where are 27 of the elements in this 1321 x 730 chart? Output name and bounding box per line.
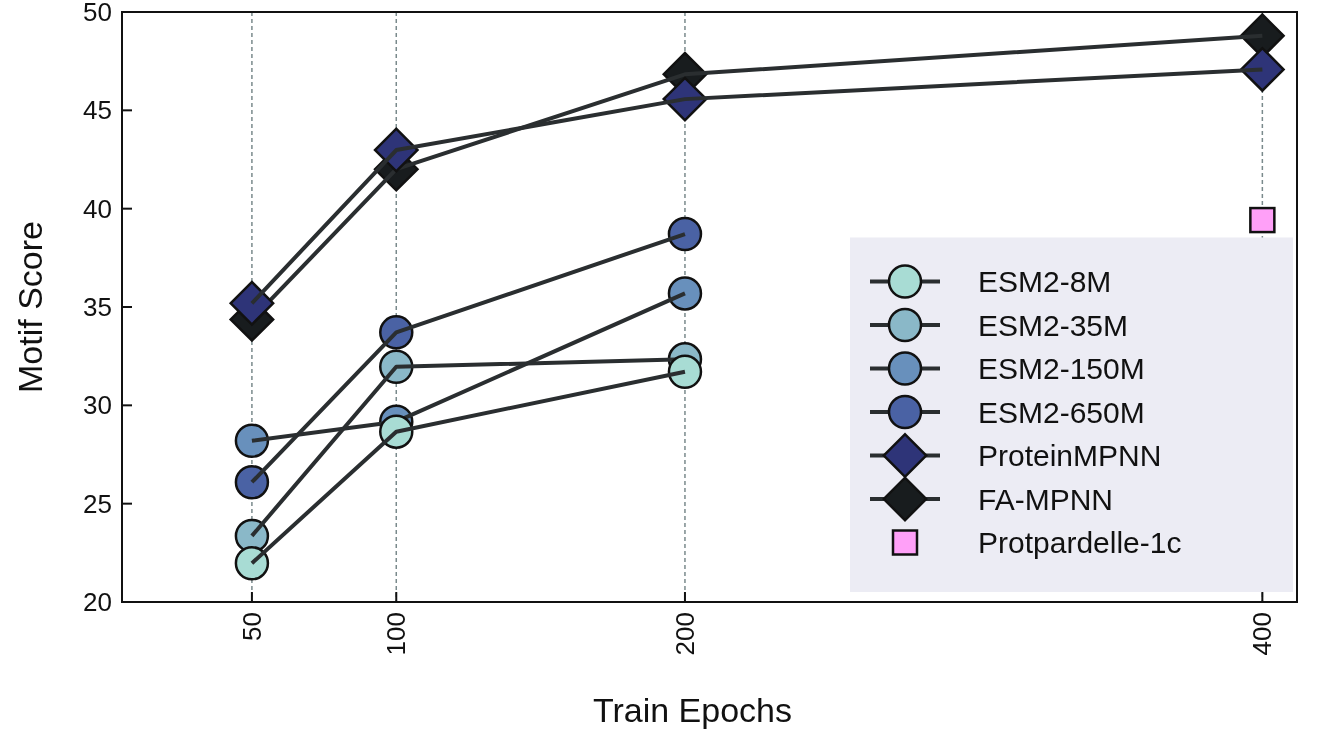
legend-label: FA-MPNN [978,482,1113,516]
point [234,546,270,581]
point [1249,206,1276,234]
legend-label: ESM2-8M [978,265,1112,298]
x-tick-label: 200 [670,612,701,656]
y-tick-label: 45 [83,95,112,126]
y-tick-label: 20 [83,587,112,618]
point [667,216,703,252]
x-tick-label: 50 [237,612,268,641]
x-axis-title: Train Epochs [592,691,793,729]
y-tick-label: 35 [83,292,112,323]
point [667,276,703,311]
y-tick-label: 40 [83,193,112,224]
legend-label: Protpardelle-1c [978,526,1182,559]
x-tick-label: 100 [381,612,412,656]
point [667,354,703,389]
legend-label: ESM2-650M [978,395,1145,429]
y-tick-label: 50 [83,0,112,28]
y-tick-label: 30 [83,390,112,421]
y-tick-label: 25 [83,488,112,519]
point [234,464,270,500]
legend-label: ProteinMPNN [978,439,1162,472]
legend-label: ESM2-150M [978,352,1145,385]
x-tick-label: 400 [1247,612,1278,656]
y-axis-title: Motif Score [10,221,49,393]
point [234,423,270,458]
legend-label: ESM2-35M [978,308,1129,342]
